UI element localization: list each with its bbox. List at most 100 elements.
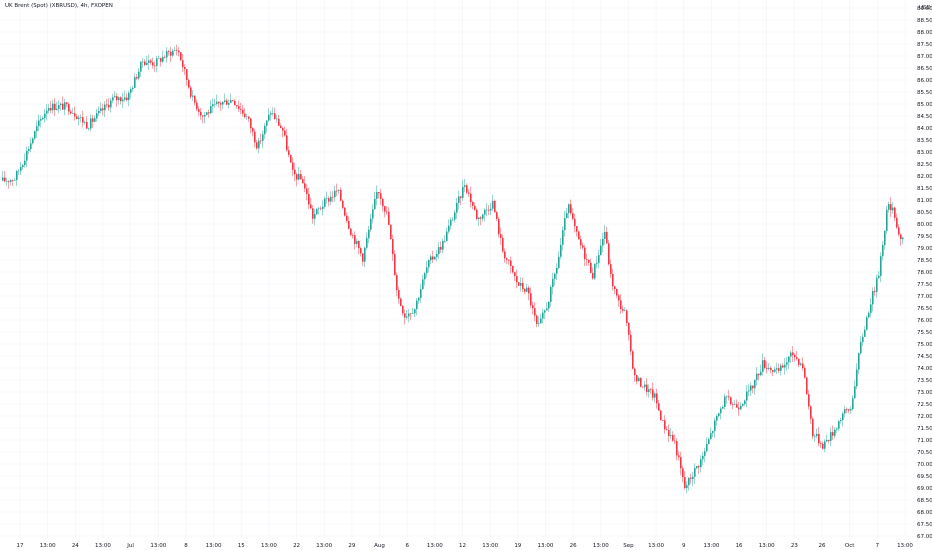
candle <box>418 296 420 304</box>
candle <box>144 59 146 67</box>
candle <box>114 91 116 98</box>
candle <box>178 47 180 57</box>
candle <box>546 302 548 311</box>
candle <box>232 99 234 102</box>
candle <box>536 314 538 328</box>
candle <box>810 405 812 425</box>
candle <box>252 127 254 137</box>
candle <box>874 286 876 296</box>
time-tick-label: 13:00 <box>538 543 554 549</box>
candle <box>604 224 606 245</box>
candle <box>166 47 168 63</box>
candle <box>668 424 670 443</box>
candle <box>498 216 500 238</box>
candle <box>864 326 866 338</box>
price-tick-label: 70.50 <box>917 450 932 456</box>
candle <box>694 463 696 484</box>
candle <box>96 108 98 122</box>
candle <box>276 114 278 123</box>
candle <box>320 206 322 211</box>
candle <box>434 256 436 261</box>
candle <box>108 98 110 112</box>
candle <box>766 361 768 374</box>
candle <box>850 406 852 414</box>
candle <box>670 428 672 439</box>
candle <box>700 455 702 473</box>
candle <box>4 171 6 183</box>
price-tick-label: 76.50 <box>917 306 932 312</box>
price-tick-label: 72.00 <box>917 414 932 420</box>
candle <box>892 202 894 214</box>
candle <box>406 310 408 320</box>
candle <box>370 213 372 233</box>
candle <box>888 201 890 213</box>
candle <box>62 96 64 110</box>
candle <box>228 99 230 109</box>
candle <box>10 178 12 186</box>
candle <box>578 230 580 240</box>
candle <box>284 126 286 137</box>
candle <box>300 169 302 180</box>
price-tick-label: 73.00 <box>917 390 932 396</box>
candle <box>460 195 462 205</box>
candle <box>776 362 778 375</box>
candle <box>750 382 752 397</box>
time-axis[interactable]: 17 13:00 24 13:00 Jul 13:00 8 13:00 15 13:00 22 13:… <box>17 543 914 549</box>
candle <box>124 90 126 103</box>
candle <box>758 372 760 381</box>
candle <box>542 308 544 324</box>
candle <box>832 425 834 440</box>
candle <box>236 104 238 109</box>
candle <box>690 473 692 484</box>
candle <box>442 238 444 254</box>
candle <box>590 258 592 274</box>
candle <box>448 219 450 235</box>
candle <box>824 439 826 453</box>
candle <box>182 53 184 73</box>
candle <box>224 93 226 104</box>
candle <box>514 271 516 282</box>
price-tick-label: 87.50 <box>917 42 932 48</box>
price-tick-label: 67.50 <box>917 522 932 528</box>
candle <box>352 233 354 239</box>
candle <box>854 380 856 399</box>
candle <box>34 130 36 141</box>
candle <box>898 224 900 237</box>
candle <box>216 94 218 106</box>
price-tick-label: 87.00 <box>917 54 932 60</box>
candle <box>792 346 794 362</box>
time-tick-label: 24 <box>72 543 79 549</box>
candle <box>472 200 474 210</box>
price-axis[interactable]: USD 67.00 67.50 68.00 68.50 69.00 69.50 70.00 70… <box>912 0 932 550</box>
candle <box>618 293 620 307</box>
candle <box>496 210 498 222</box>
candle <box>120 96 122 105</box>
candle <box>230 93 232 104</box>
candle <box>820 441 822 448</box>
candle <box>386 206 388 215</box>
price-tick-label: 81.50 <box>917 186 932 192</box>
candle <box>382 197 384 212</box>
candle <box>724 393 726 410</box>
price-tick-label: 81.00 <box>917 198 932 204</box>
candle <box>530 287 532 309</box>
candle <box>378 192 380 199</box>
candle <box>380 188 382 206</box>
candle <box>204 111 206 124</box>
candle <box>492 194 494 211</box>
candle <box>762 353 764 376</box>
candle <box>844 405 846 418</box>
candle <box>520 277 522 292</box>
candle <box>298 167 300 181</box>
candle <box>220 101 222 112</box>
candle <box>376 185 378 206</box>
time-tick-label: 17 <box>17 543 24 549</box>
candle <box>444 235 446 243</box>
candle <box>692 471 694 486</box>
candle <box>404 309 406 325</box>
candle <box>338 189 340 194</box>
time-tick-label: 13:00 <box>40 543 56 549</box>
time-tick-label: 12 <box>459 543 466 549</box>
candle <box>842 411 844 427</box>
candle <box>240 102 242 115</box>
